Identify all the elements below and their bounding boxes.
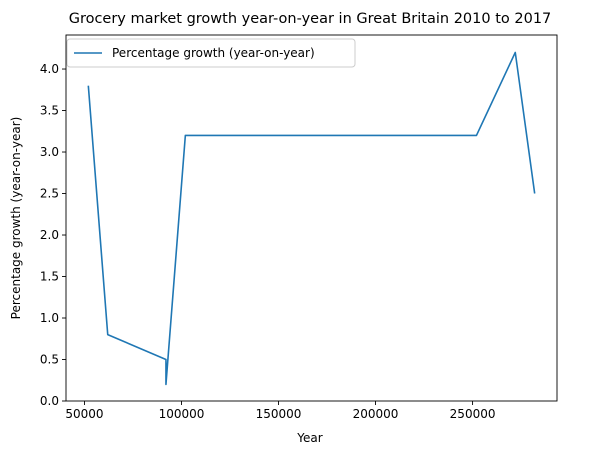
x-axis-label: Year [296,431,322,445]
y-axis-ticks: 0.0 0.5 1.0 1.5 2.0 2.5 3.0 3.5 4.0 [40,62,66,408]
plot-frame [65,34,558,402]
y-axis-label: Percentage growth (year-on-year) [9,117,23,320]
x-axis-ticks: 50000 100000 150000 200000 250000 [65,401,495,421]
y-tick-label: 3.0 [40,145,59,159]
series-line [87,51,536,386]
legend: Percentage growth (year-on-year) [66,38,356,68]
y-tick-label: 1.5 [40,270,59,284]
x-tick-label: 100000 [159,407,205,421]
y-tick-label: 2.5 [40,187,59,201]
x-tick-label: 150000 [256,407,302,421]
y-tick-label: 2.0 [40,228,59,242]
x-tick-label: 50000 [65,407,103,421]
y-tick-label: 1.0 [40,311,59,325]
legend-label: Percentage growth (year-on-year) [112,46,315,60]
y-tick-label: 3.5 [40,104,59,118]
x-tick-label: 200000 [353,407,399,421]
y-tick-label: 0.0 [40,394,59,408]
series-layer [87,51,536,386]
y-tick-label: 4.0 [40,62,59,76]
x-tick-label: 250000 [450,407,496,421]
chart-title: Grocery market growth year-on-year in Gr… [69,11,552,27]
y-tick-label: 0.5 [40,353,59,367]
legend-box [66,38,356,68]
